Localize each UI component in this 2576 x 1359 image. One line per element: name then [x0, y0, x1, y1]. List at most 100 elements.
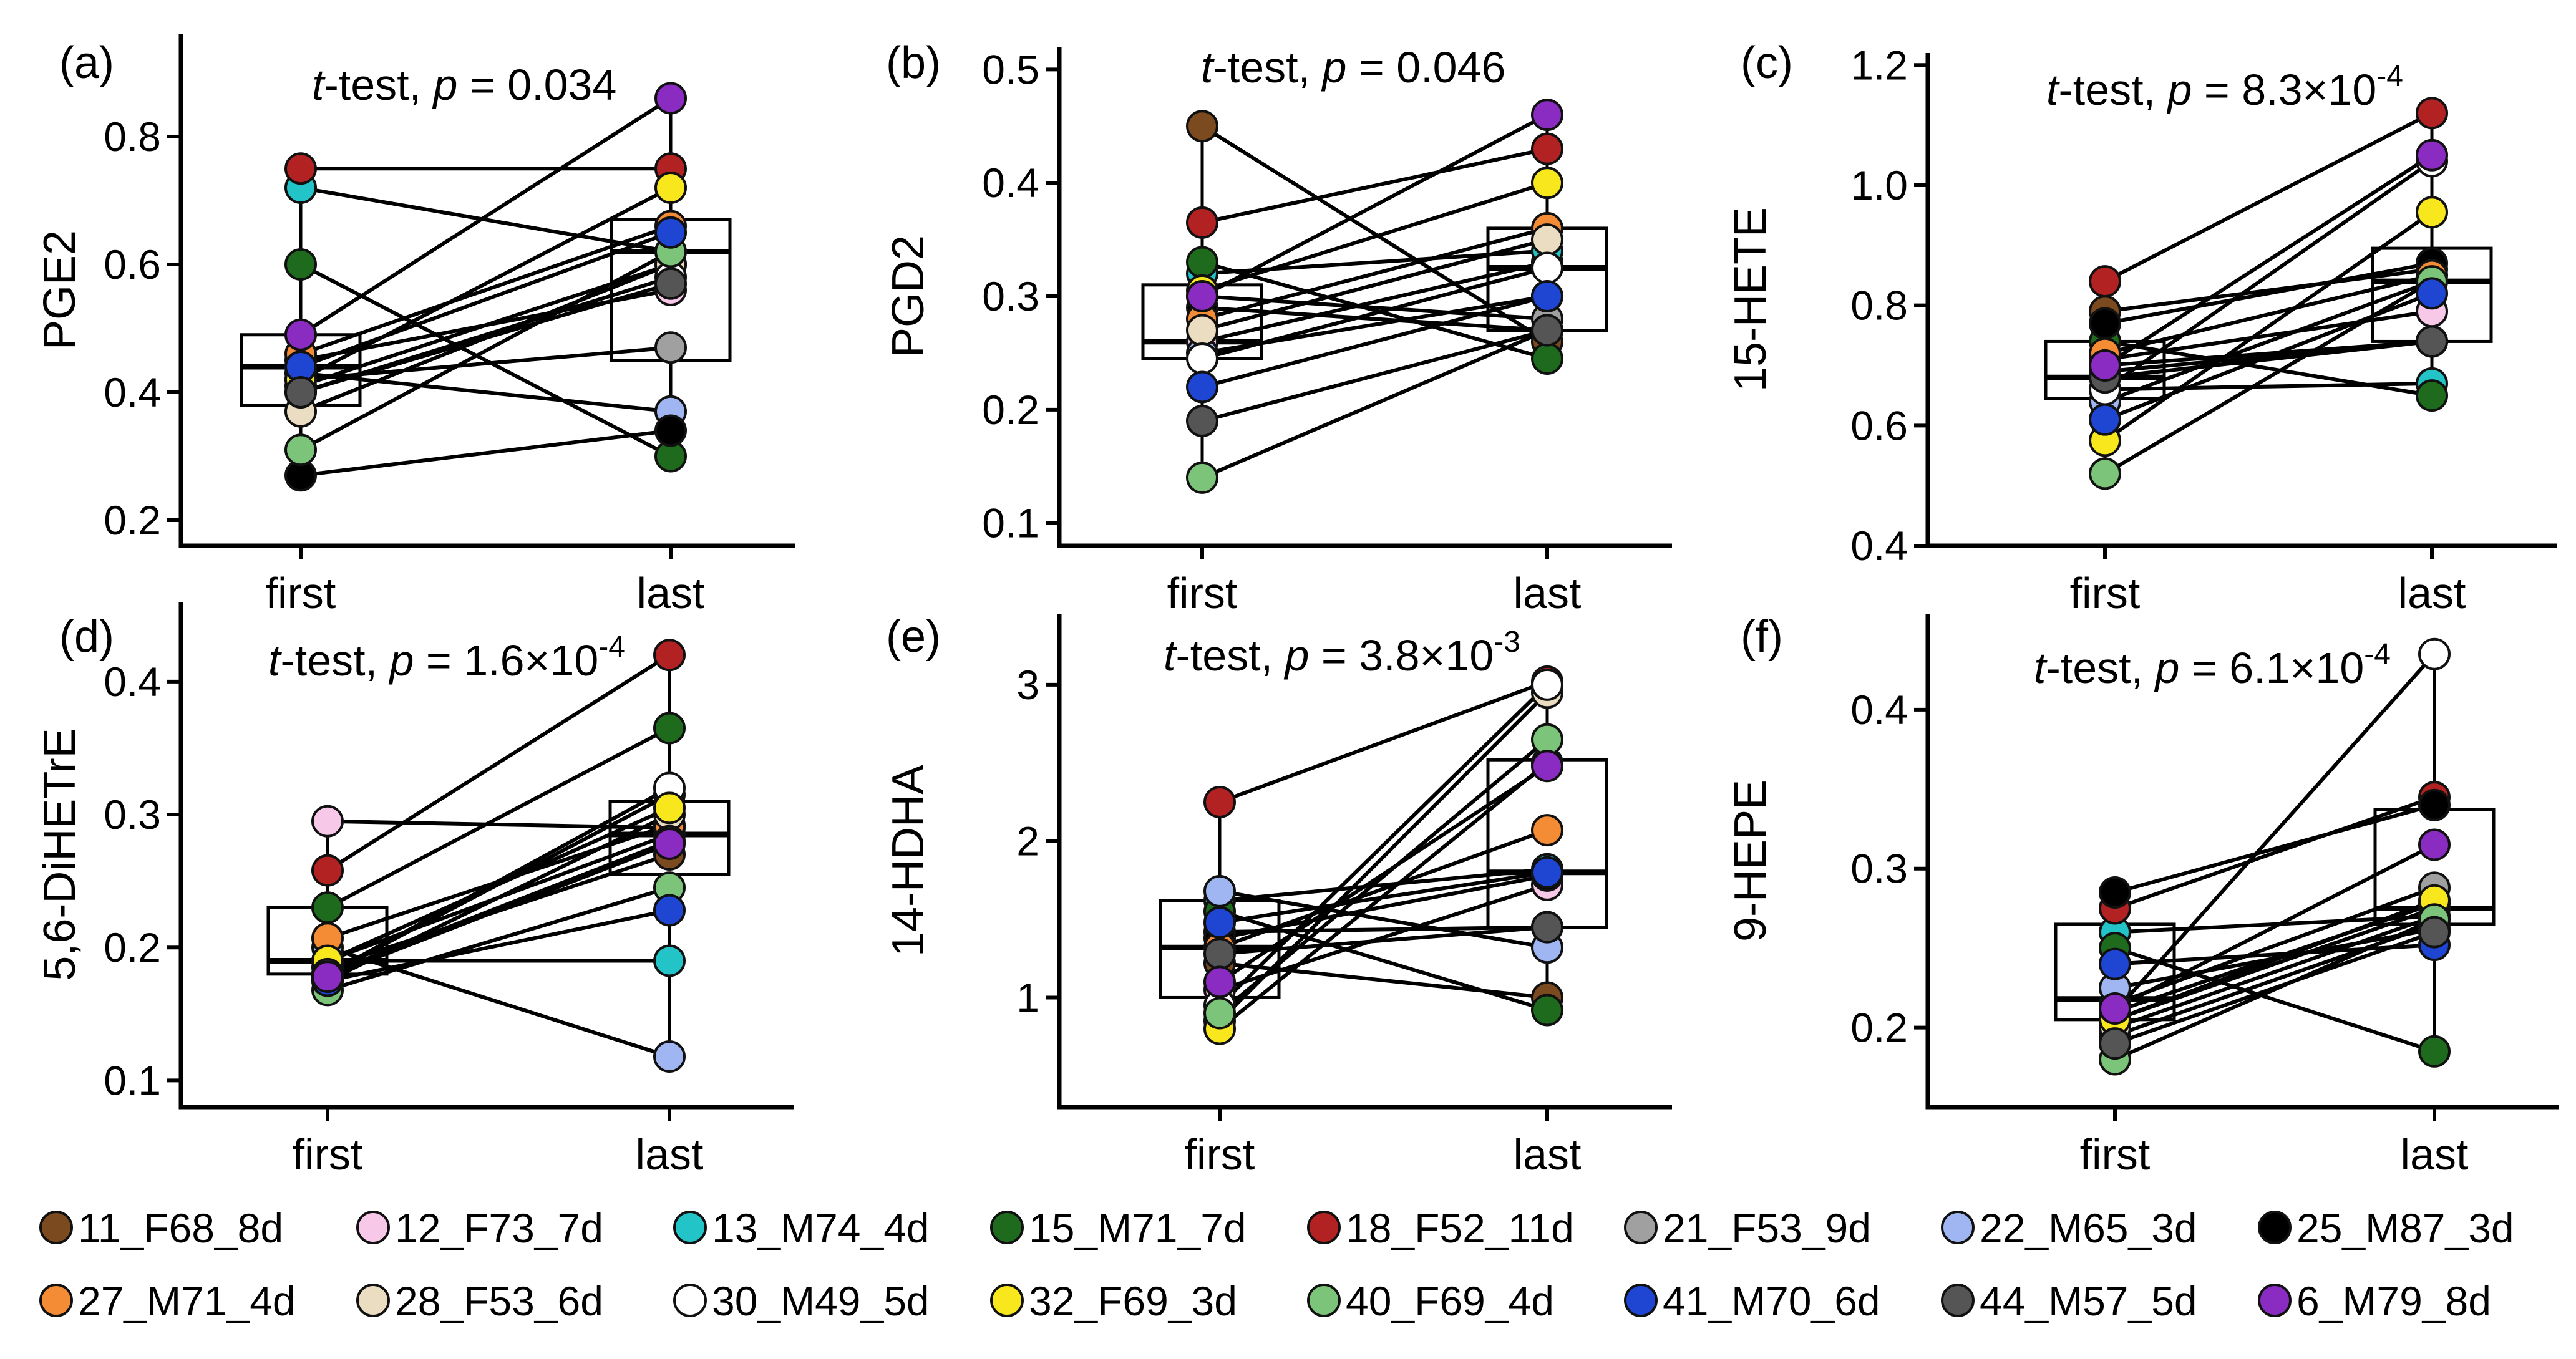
point-last-44_M57_5d — [1531, 911, 1563, 944]
point-last-28_F53_6d — [1531, 223, 1563, 256]
legend-item: 12_F73_7d — [356, 1205, 603, 1251]
legend-marker — [1941, 1284, 1975, 1317]
point-last-44_M57_5d — [2416, 325, 2448, 358]
pair-lines — [1201, 113, 1548, 480]
point-first-44_M57_5d — [284, 376, 317, 409]
point-first-40_F69_4d — [284, 433, 317, 467]
legend-marker — [1307, 1211, 1341, 1244]
point-last-13_M74_4d — [653, 944, 686, 977]
legend-label: 6_M79_8d — [2297, 1278, 2491, 1324]
y-tick-label: 0.4 — [1850, 687, 1908, 733]
legend-label: 11_F68_8d — [78, 1205, 283, 1251]
legend-marker — [2258, 1284, 2292, 1317]
legend-label: 25_M87_3d — [2297, 1205, 2514, 1251]
pair-line-40_F69_4d — [1201, 328, 1548, 480]
pair-line-12_F73_7d — [327, 819, 670, 830]
y-axis-label: 14-HDHA — [883, 765, 933, 957]
data-points — [2089, 97, 2448, 490]
panel-e: 1 2 3 first last 14-HDHA (e) t-test, p = 3.8×10… — [883, 612, 1672, 1179]
pair-line-18_F52_11d — [326, 653, 671, 873]
pair-line-40_F69_4d — [299, 249, 672, 452]
pair-line-6_M79_8d — [1201, 113, 1548, 298]
y-axis-label: PGD2 — [883, 235, 933, 357]
y-tick-label: 2 — [1016, 818, 1039, 864]
point-last-41_M70_6d — [1531, 856, 1563, 889]
point-first-18_F52_11d — [2089, 265, 2121, 298]
panel-c: 0.4 0.6 0.8 1.0 1.2 first last 15-HETE (c) t-test… — [1726, 38, 2557, 617]
point-last-6_M79_8d — [654, 82, 687, 115]
y-tick-label: 0.6 — [1850, 402, 1908, 448]
pair-lines — [2104, 111, 2433, 475]
y-tick-label: 0.1 — [104, 1057, 161, 1103]
point-first-41_M70_6d — [2099, 947, 2131, 980]
data-points — [1203, 665, 1563, 1045]
legend-item: 6_M79_8d — [2258, 1278, 2491, 1324]
legend-item: 44_M57_5d — [1941, 1278, 2197, 1324]
legend-item: 28_F53_6d — [356, 1278, 603, 1324]
panel-title: t-test, p = 8.3×10-4 — [2046, 60, 2403, 114]
legend-label: 18_F52_11d — [1346, 1205, 1574, 1251]
pair-line-22_M65_3d — [327, 945, 670, 1058]
point-first-41_M70_6d — [2089, 403, 2121, 436]
legend-marker — [356, 1284, 390, 1317]
pair-line-32_F69_3d — [1202, 181, 1548, 293]
legend-item: 15_M71_7d — [990, 1205, 1247, 1251]
pair-line-30_M49_5d — [326, 786, 671, 976]
pair-line-12_F73_7d — [1202, 260, 1548, 344]
panel-a: 0.2 0.4 0.6 0.8 first last PGE2 (a) t-test, p = … — [35, 34, 795, 617]
point-first-25_M87_3d — [2089, 307, 2121, 340]
y-tick-label: 0.2 — [1850, 1005, 1908, 1051]
pair-line-27_M71_4d — [300, 224, 671, 356]
point-last-30_M49_5d — [1531, 668, 1563, 701]
y-tick-label: 0.8 — [104, 114, 161, 160]
point-last-15_M71_7d — [1531, 342, 1563, 375]
y-axis-label: 9-HEPE — [1726, 780, 1776, 942]
pair-line-15_M71_7d — [1202, 260, 1548, 360]
legend-label: 22_M65_3d — [1980, 1205, 2197, 1251]
pair-line-11_F68_8d — [1219, 961, 1548, 1000]
pair-line-44_M57_5d — [1219, 925, 1548, 956]
pair-line-21_F53_9d — [1202, 294, 1548, 321]
y-tick-label: 0.8 — [1850, 283, 1908, 329]
y-tick-label: 0.1 — [982, 500, 1039, 546]
point-last-6_M79_8d — [1531, 750, 1563, 783]
point-last-41_M70_6d — [653, 894, 686, 927]
y-axis-label: 5,6-DiHETrE — [35, 728, 85, 980]
point-last-15_M71_7d — [653, 712, 686, 745]
legend-marker — [1624, 1284, 1658, 1317]
legend-label: 30_M49_5d — [712, 1278, 930, 1324]
panel-f: 0.2 0.3 0.4 first last 9-HEPE (f) t-test, p = 6… — [1726, 612, 2559, 1179]
panel-title: t-test, p = 3.8×10-3 — [1164, 626, 1520, 680]
point-first-41_M70_6d — [1203, 906, 1236, 939]
point-last-41_M70_6d — [654, 216, 687, 249]
point-first-28_F53_6d — [1186, 314, 1218, 347]
pair-lines — [326, 653, 671, 1058]
y-tick-label: 0.4 — [982, 160, 1039, 206]
pair-line-28_F53_6d — [1202, 238, 1548, 332]
legend-label: 32_F69_3d — [1029, 1278, 1237, 1324]
x-category-label: first — [2080, 1130, 2151, 1179]
point-last-41_M70_6d — [2416, 277, 2448, 310]
legend-marker — [1624, 1211, 1658, 1244]
axis-lines — [1925, 614, 2559, 1110]
legend-label: 12_F73_7d — [395, 1205, 603, 1251]
point-last-32_F69_3d — [654, 172, 687, 204]
pair-line-44_M57_5d — [1202, 328, 1548, 423]
y-tick-label: 0.3 — [1850, 846, 1908, 892]
point-last-15_M71_7d — [2416, 379, 2448, 412]
panel-letter: (d) — [59, 612, 114, 662]
legend-item: 40_F69_4d — [1307, 1278, 1554, 1324]
point-last-22_M65_3d — [653, 1040, 686, 1073]
panel-d: 0.1 0.2 0.3 0.4 first last 5,6-DiHETrE (d) t-tes… — [35, 602, 794, 1179]
point-last-6_M79_8d — [653, 827, 686, 860]
x-category-label: last — [636, 1130, 704, 1179]
legend-label: 13_M74_4d — [712, 1205, 930, 1251]
point-first-18_F52_11d — [1186, 206, 1218, 239]
axis-lines — [1057, 614, 1672, 1110]
pair-line-22_M65_3d — [300, 371, 671, 414]
pair-line-41_M70_6d — [2104, 291, 2433, 422]
legend-marker — [1307, 1284, 1341, 1317]
point-first-6_M79_8d — [311, 960, 344, 994]
legend-marker — [990, 1211, 1024, 1244]
data-points — [2099, 637, 2451, 1076]
